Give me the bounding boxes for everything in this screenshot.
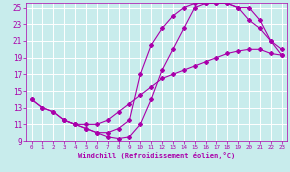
X-axis label: Windchill (Refroidissement éolien,°C): Windchill (Refroidissement éolien,°C): [78, 152, 235, 159]
